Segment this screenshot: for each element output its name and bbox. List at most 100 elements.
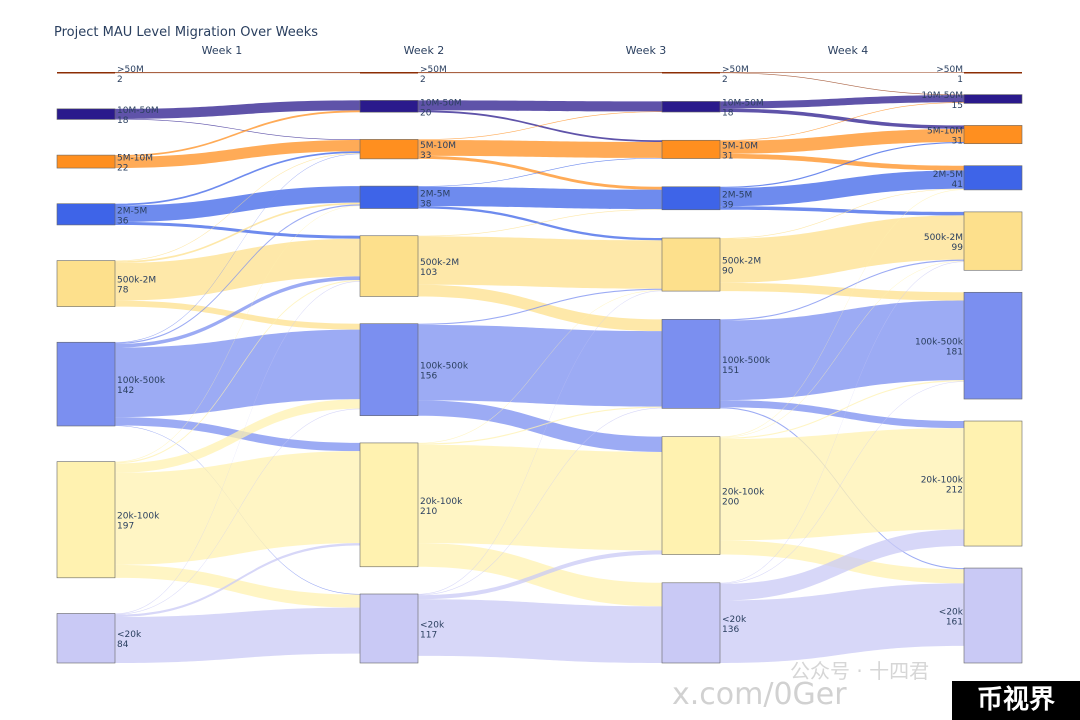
node-week4-2m-5m — [963, 165, 1023, 191]
node-week1-gt50m — [57, 72, 115, 74]
node-week4-20k-100k — [963, 420, 1023, 547]
link-w3-2m-5m-to-500k-2m — [720, 206, 964, 216]
node-week4-gt50m — [964, 72, 1022, 74]
watermark-wechat: 公众号 · 十四君 — [790, 659, 929, 683]
node-week1-500k-2m — [56, 260, 116, 307]
node-value-week1-gt50m: 2 — [117, 75, 123, 85]
link-w2-lt20k-to-lt20k — [418, 599, 662, 663]
node-label-week3-lt20k: <20k — [722, 615, 747, 625]
link-w2-gt50m-to-gt50m — [418, 72, 662, 74]
link-w3-500k-2m-to-2m-5m — [720, 188, 964, 239]
link-w3-500k-2m-to-500k-2m — [720, 215, 964, 283]
node-week2-500k-2m — [359, 235, 419, 297]
node-week3-500k-2m — [661, 237, 721, 292]
link-w3-lt20k-to-500k-2m — [720, 261, 964, 584]
link-w3-lt20k-to-100k-500k — [720, 381, 964, 584]
node-value-week3-5m-10m: 31 — [722, 151, 733, 161]
node-week1-20k-100k — [56, 461, 116, 579]
link-w2-2m-5m-to-500k-2m — [418, 206, 662, 241]
link-w1-500k-2m-to-500k-2m — [115, 238, 360, 301]
node-label-week4-2m-5m: 2M-5M — [933, 170, 963, 180]
link-w1-100k-500k-to-5m-10m — [115, 153, 360, 343]
node-label-week2-lt20k: <20k — [420, 621, 445, 631]
node-value-week1-20k-100k: 197 — [117, 522, 134, 532]
node-value-week2-gt50m: 2 — [420, 75, 426, 85]
link-w2-lt20k-to-100k-500k — [418, 407, 662, 596]
node-week1-2m-5m — [56, 203, 116, 226]
node-value-week4-lt20k: 161 — [946, 618, 963, 628]
link-w3-100k-500k-to-20k-100k — [720, 400, 964, 429]
link-w1-5m-10m-to-5m-10m — [115, 140, 360, 169]
link-w3-500k-2m-to-100k-500k — [720, 282, 964, 301]
link-w3-gt50m-to-10m-50m — [720, 72, 964, 96]
node-value-week4-2m-5m: 41 — [952, 180, 963, 190]
link-w2-5m-10m-to-10m-50m — [418, 111, 662, 141]
link-w1-20k-100k-to-20k-100k — [115, 451, 360, 565]
link-w2-20k-100k-to-20k-100k — [418, 444, 662, 551]
link-w3-lt20k-to-20k-100k — [720, 529, 964, 601]
week-label-3: Week 3 — [626, 44, 667, 57]
node-week4-10m-50m — [963, 94, 1023, 104]
node-week4-5m-10m — [963, 125, 1023, 145]
node-week3-lt20k — [661, 582, 721, 664]
node-week3-10m-50m — [661, 101, 721, 113]
link-w1-10m-50m-to-10m-50m — [115, 100, 360, 119]
node-value-week4-10m-50m: 15 — [952, 101, 963, 111]
link-w1-gt50m-to-gt50m — [115, 72, 360, 74]
node-week2-5m-10m — [359, 139, 419, 160]
node-value-week1-100k-500k: 142 — [117, 386, 134, 396]
link-w1-5m-10m-to-10m-50m — [115, 110, 360, 157]
node-value-week2-5m-10m: 33 — [420, 151, 431, 161]
node-value-week2-2m-5m: 38 — [420, 199, 432, 209]
node-label-week4-100k-500k: 100k-500k — [915, 338, 964, 348]
link-w1-20k-100k-to-lt20k — [115, 564, 360, 608]
node-value-week3-500k-2m: 90 — [722, 267, 734, 277]
node-value-week3-10m-50m: 18 — [722, 109, 734, 119]
node-label-week2-5m-10m: 5M-10M — [420, 141, 456, 151]
node-label-week4-gt50m: >50M — [936, 65, 963, 75]
node-value-week1-10m-50m: 18 — [117, 116, 129, 126]
node-label-week2-20k-100k: 20k-100k — [420, 497, 463, 507]
node-week2-20k-100k — [359, 442, 419, 568]
link-w1-lt20k-to-lt20k — [115, 607, 360, 663]
link-w3-20k-100k-to-100k-500k — [720, 380, 964, 439]
node-label-week3-5m-10m: 5M-10M — [722, 141, 758, 151]
node-label-week3-100k-500k: 100k-500k — [722, 356, 771, 366]
node-label-week1-2m-5m: 2M-5M — [117, 206, 147, 216]
node-week2-gt50m — [360, 72, 418, 74]
link-w2-lt20k-to-500k-2m — [418, 290, 662, 595]
link-w3-20k-100k-to-2m-5m — [720, 189, 964, 438]
node-week3-5m-10m — [661, 139, 721, 159]
link-w1-2m-5m-to-500k-2m — [115, 221, 360, 239]
link-w2-500k-2m-to-500k-2m — [418, 236, 662, 289]
node-label-week3-10m-50m: 10M-50M — [722, 99, 764, 109]
node-label-week4-lt20k: <20k — [939, 608, 964, 618]
link-w1-10m-50m-to-5m-10m — [115, 118, 360, 141]
node-week1-10m-50m — [56, 108, 116, 120]
link-w3-20k-100k-to-500k-2m — [720, 260, 964, 438]
watermark-x-handle: x.com/0Ger — [672, 677, 847, 712]
link-w2-100k-500k-to-500k-2m — [418, 288, 662, 325]
chart-title: Project MAU Level Migration Over Weeks — [54, 25, 318, 40]
node-label-week4-5m-10m: 5M-10M — [927, 127, 963, 137]
node-label-week1-gt50m: >50M — [117, 65, 144, 75]
node-value-week4-gt50m: 1 — [957, 75, 963, 85]
node-value-week3-20k-100k: 200 — [722, 498, 739, 508]
node-label-week3-20k-100k: 20k-100k — [722, 488, 765, 498]
link-w3-5m-10m-to-5m-10m — [720, 128, 964, 154]
week-label-2: Week 2 — [404, 44, 445, 57]
node-value-week1-5m-10m: 22 — [117, 164, 128, 174]
node-week3-gt50m — [662, 72, 720, 74]
node-value-week4-20k-100k: 212 — [946, 486, 963, 496]
link-w3-5m-10m-to-10m-50m — [720, 102, 964, 141]
node-value-week2-10m-50m: 20 — [420, 108, 432, 118]
node-value-week4-5m-10m: 31 — [952, 137, 963, 147]
sankey-links — [115, 72, 964, 663]
node-week3-2m-5m — [661, 186, 721, 211]
watermark-badge: 币视界 — [952, 681, 1080, 720]
link-w2-lt20k-to-20k-100k — [418, 550, 662, 600]
link-w3-gt50m-to-gt50m — [720, 72, 964, 73]
node-value-week1-500k-2m: 78 — [117, 286, 129, 296]
link-w2-500k-2m-to-100k-500k — [418, 284, 662, 332]
